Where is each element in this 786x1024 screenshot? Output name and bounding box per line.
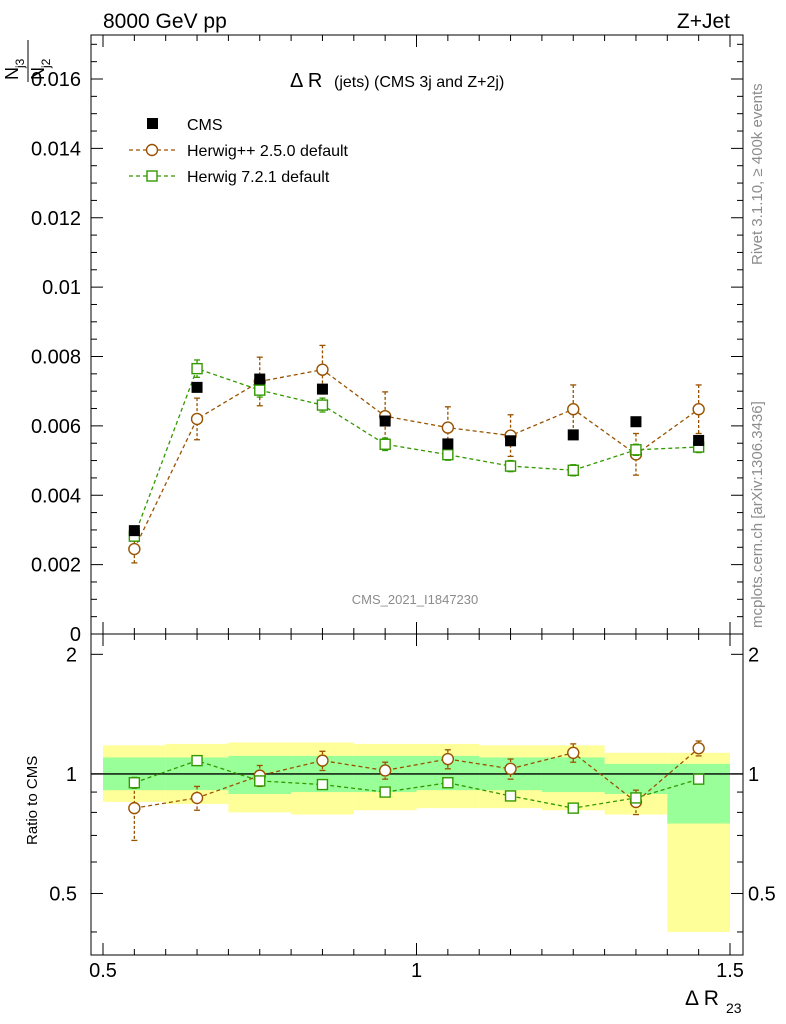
ratio-point-herwigpp bbox=[190, 791, 204, 805]
ratio-point-herwigpp bbox=[378, 764, 392, 777]
plot-content: 0.5 1 1.5 0 0.002 0.004 0.006 0.008 0.01 0.012 0.0… bbox=[31, 34, 776, 982]
x-tick-label: 1.5 bbox=[716, 960, 744, 982]
side-text-mcplots: mcplots.cern.ch [arXiv:1306.3436] bbox=[749, 401, 766, 628]
series-line-2 bbox=[133, 367, 699, 537]
data-point-herwigpp bbox=[692, 403, 705, 416]
data-point-herwig7 bbox=[254, 384, 266, 396]
data-point-herwig7 bbox=[379, 438, 391, 450]
ratio-y-tick-label: 1 bbox=[66, 764, 77, 786]
y-tick-label: 0.008 bbox=[31, 347, 81, 369]
data-point-herwig7 bbox=[567, 464, 579, 476]
plot-title-delta-r: Δ R bbox=[290, 70, 322, 92]
x-tick-label: 0.5 bbox=[89, 960, 117, 982]
ratio-y-tick-label: 2 bbox=[66, 644, 77, 666]
analysis-id-watermark: CMS_2021_I1847230 bbox=[352, 592, 479, 607]
y-tick-label: 0.004 bbox=[31, 485, 81, 507]
y-label-den: N bbox=[28, 67, 48, 80]
data-point-cms bbox=[505, 435, 517, 447]
y-tick-label: 0.014 bbox=[31, 138, 81, 160]
ratio-point-herwig7 bbox=[316, 778, 329, 791]
x-axis-label-sub: 23 bbox=[726, 1000, 742, 1016]
data-point-herwigpp bbox=[128, 542, 141, 556]
data-point-herwig7 bbox=[630, 444, 642, 456]
data-point-cms bbox=[128, 525, 140, 537]
legend: CMS Herwig++ 2.5.0 default Herwig 7.2.1 … bbox=[129, 117, 349, 186]
ratio-point-herwig7 bbox=[567, 802, 579, 814]
ratio-band-green bbox=[604, 763, 668, 794]
y-label-num: N bbox=[2, 67, 22, 80]
y-tick-label: 0 bbox=[70, 624, 81, 646]
x-axis-label: Δ R bbox=[685, 987, 719, 1010]
y-tick-label: 0.006 bbox=[31, 416, 81, 438]
ratio-y-tick-label-right: 1 bbox=[748, 764, 759, 786]
y-tick-label: 0.01 bbox=[42, 277, 81, 299]
data-point-herwigpp bbox=[441, 421, 455, 434]
legend-marker-cms bbox=[147, 118, 158, 129]
x-tick-label: 1 bbox=[411, 960, 422, 982]
series-line-1 bbox=[133, 368, 700, 550]
ratio-line-1 bbox=[134, 747, 700, 809]
ratio-point-herwig7 bbox=[442, 777, 454, 789]
legend-marker-herwigpp bbox=[145, 143, 159, 157]
data-point-cms bbox=[567, 429, 579, 441]
ratio-y-tick-label-right: 2 bbox=[748, 644, 759, 666]
ratio-band-green bbox=[541, 757, 605, 793]
legend-label-cms: CMS bbox=[187, 117, 223, 134]
ratio-point-herwigpp bbox=[692, 742, 705, 755]
ratio-y-tick-label: 0.5 bbox=[49, 883, 77, 905]
ratio-point-herwigpp bbox=[128, 801, 141, 815]
legend-label-herwig7: Herwig 7.2.1 default bbox=[187, 169, 330, 186]
y-tick-label: 0.016 bbox=[31, 69, 81, 91]
ratio-point-herwigpp bbox=[316, 754, 329, 767]
y-axis-label: N j3 N j2 bbox=[2, 40, 53, 82]
data-point-cms bbox=[191, 381, 203, 393]
data-point-herwigpp bbox=[316, 363, 329, 376]
side-text-rivet: Rivet 3.1.10, ≥ 400k events bbox=[749, 83, 766, 265]
ratio-point-herwig7 bbox=[504, 790, 517, 802]
data-point-cms bbox=[316, 383, 328, 395]
data-point-herwig7 bbox=[191, 362, 203, 375]
legend-marker-herwig7 bbox=[146, 170, 158, 182]
ratio-y-axis-label: Ratio to CMS bbox=[24, 756, 41, 845]
y-label-den-sub: j2 bbox=[39, 58, 53, 69]
y-tick-label: 0.002 bbox=[31, 555, 81, 577]
plot-title-rest: (jets) (CMS 3j and Z+2j) bbox=[334, 74, 504, 91]
data-point-herwigpp bbox=[567, 403, 580, 416]
y-label-num-sub: j3 bbox=[13, 58, 27, 69]
ratio-point-herwig7 bbox=[692, 773, 705, 785]
legend-label-herwigpp: Herwig++ 2.5.0 default bbox=[187, 143, 349, 160]
data-point-cms bbox=[379, 415, 391, 427]
data-point-herwig7 bbox=[442, 448, 454, 461]
ratio-point-herwigpp bbox=[504, 762, 517, 775]
y-tick-label: 0.012 bbox=[31, 208, 81, 230]
data-point-herwig7 bbox=[504, 460, 517, 472]
ratio-y-tick-label-right: 0.5 bbox=[748, 883, 776, 905]
ratio-line-2 bbox=[134, 759, 699, 809]
ratio-point-herwig7 bbox=[379, 786, 391, 798]
header-left: 8000 GeV pp bbox=[103, 10, 227, 33]
ratio-point-herwigpp bbox=[567, 746, 580, 760]
ratio-point-herwig7 bbox=[630, 792, 642, 804]
data-point-herwig7 bbox=[316, 399, 329, 411]
ratio-point-herwig7 bbox=[191, 754, 203, 767]
ratio-point-herwig7 bbox=[128, 777, 141, 789]
data-point-cms bbox=[630, 416, 642, 428]
data-point-cms bbox=[254, 373, 266, 385]
data-point-cms bbox=[693, 434, 705, 446]
ratio-band-green bbox=[667, 763, 730, 824]
ratio-point-herwigpp bbox=[441, 752, 455, 766]
header-right: Z+Jet bbox=[677, 10, 730, 33]
data-point-herwigpp bbox=[190, 412, 204, 426]
ratio-point-herwig7 bbox=[254, 775, 266, 787]
data-point-cms bbox=[442, 438, 454, 450]
